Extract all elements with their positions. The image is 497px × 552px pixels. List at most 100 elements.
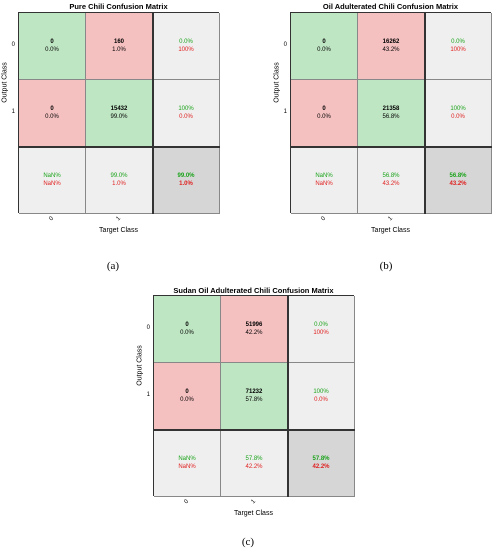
cell-count: 160 bbox=[113, 39, 124, 45]
row-summary-cell: 0.0% 100% bbox=[425, 13, 492, 80]
y-axis-label: Output Class bbox=[273, 62, 281, 103]
x-tick-label: 0 bbox=[182, 498, 190, 506]
confusion-matrix-panel: Sudan Oil Adulterated Chili Confusion Ma… bbox=[135, 286, 364, 552]
overall-error-percent: 43.2% bbox=[449, 181, 467, 187]
summary-separator-vertical bbox=[287, 296, 289, 497]
x-axis-label: Target Class bbox=[234, 510, 273, 517]
row-error-percent: 100% bbox=[313, 330, 329, 336]
y-tick-label: 1 bbox=[283, 108, 287, 115]
y-tick-label: 0 bbox=[11, 41, 15, 48]
cell-count: 0 bbox=[322, 106, 326, 112]
col-error-percent: 43.2% bbox=[382, 181, 400, 187]
cell-percent: 0.0% bbox=[180, 330, 194, 336]
cell-percent: 99.0% bbox=[110, 114, 128, 120]
y-axis-label: Output Class bbox=[136, 345, 144, 386]
col-summary-cell: NaN% NaN% bbox=[19, 147, 86, 214]
y-tick-label: 0 bbox=[146, 324, 150, 331]
x-tick-label: 1 bbox=[386, 215, 394, 223]
confusion-matrix-panel: Pure Chili Confusion Matrix 0 0.0% 160 1.0% 0… bbox=[0, 2, 229, 276]
cell-count: 71232 bbox=[245, 389, 263, 395]
chart-title: Pure Chili Confusion Matrix bbox=[69, 2, 168, 11]
row-error-percent: 0.0% bbox=[451, 114, 465, 120]
cell-percent: 1.0% bbox=[112, 47, 126, 53]
col-error-percent: 42.2% bbox=[245, 464, 263, 470]
cell-percent: 42.2% bbox=[245, 330, 263, 336]
confusion-grid: 0 0.0% 51996 42.2% 0 0.0% 71232 57.8% 0.0% 100% 10… bbox=[153, 295, 355, 497]
overall-correct-percent: 99.0% bbox=[177, 173, 195, 179]
x-tick-label: 1 bbox=[249, 498, 257, 506]
summary-separator-horizontal bbox=[154, 429, 355, 431]
overall-accuracy-cell: 57.8% 42.2% bbox=[288, 430, 355, 497]
col-error-percent: NaN% bbox=[43, 181, 61, 187]
col-correct-percent: NaN% bbox=[178, 456, 196, 462]
col-error-percent: 1.0% bbox=[112, 181, 126, 187]
overall-accuracy-cell: 56.8% 43.2% bbox=[425, 147, 492, 214]
row-error-percent: 100% bbox=[450, 47, 466, 53]
y-tick-label: 1 bbox=[11, 108, 15, 115]
col-summary-cell: 56.8% 43.2% bbox=[358, 147, 425, 214]
matrix-cell: 0 0.0% bbox=[291, 13, 358, 80]
overall-error-percent: 1.0% bbox=[179, 181, 193, 187]
matrix-cell: 15432 99.0% bbox=[86, 80, 153, 147]
confusion-matrix-panel: Oil Adulterated Chili Confusion Matrix 0 0… bbox=[270, 2, 497, 276]
overall-correct-percent: 57.8% bbox=[312, 456, 330, 462]
col-correct-percent: 99.0% bbox=[110, 173, 128, 179]
summary-separator-vertical bbox=[424, 13, 426, 214]
row-summary-cell: 100% 0.0% bbox=[425, 80, 492, 147]
overall-accuracy-cell: 99.0% 1.0% bbox=[153, 147, 220, 214]
cell-percent: 0.0% bbox=[180, 397, 194, 403]
col-summary-cell: 99.0% 1.0% bbox=[86, 147, 153, 214]
y-tick-label: 0 bbox=[283, 41, 287, 48]
col-summary-cell: NaN% NaN% bbox=[154, 430, 221, 497]
matrix-cell: 0 0.0% bbox=[19, 80, 86, 147]
cell-count: 0 bbox=[185, 389, 189, 395]
row-correct-percent: 100% bbox=[450, 106, 466, 112]
matrix-cell: 0 0.0% bbox=[19, 13, 86, 80]
row-correct-percent: 100% bbox=[178, 106, 194, 112]
x-axis-label: Target Class bbox=[371, 227, 410, 234]
x-tick-label: 0 bbox=[47, 215, 55, 223]
cell-count: 21358 bbox=[382, 106, 400, 112]
col-correct-percent: NaN% bbox=[43, 173, 61, 179]
matrix-cell: 21358 56.8% bbox=[358, 80, 425, 147]
col-error-percent: NaN% bbox=[315, 181, 333, 187]
matrix-cell: 160 1.0% bbox=[86, 13, 153, 80]
cell-percent: 0.0% bbox=[317, 47, 331, 53]
summary-separator-horizontal bbox=[291, 146, 492, 148]
summary-separator-vertical bbox=[152, 13, 154, 214]
matrix-cell: 0 0.0% bbox=[291, 80, 358, 147]
subfigure-caption: (b) bbox=[379, 260, 393, 272]
row-error-percent: 0.0% bbox=[314, 397, 328, 403]
col-correct-percent: 57.8% bbox=[245, 456, 263, 462]
confusion-grid: 0 0.0% 16262 43.2% 0 0.0% 21358 56.8% 0.0% 100% 10… bbox=[290, 12, 492, 214]
cell-count: 0 bbox=[50, 106, 54, 112]
row-summary-cell: 100% 0.0% bbox=[153, 80, 220, 147]
matrix-cell: 0 0.0% bbox=[154, 296, 221, 363]
y-tick-label: 1 bbox=[146, 391, 150, 398]
overall-error-percent: 42.2% bbox=[312, 464, 330, 470]
overall-correct-percent: 56.8% bbox=[449, 173, 467, 179]
confusion-grid: 0 0.0% 160 1.0% 0 0.0% 15432 99.0% 0.0% 100% 100% 0… bbox=[18, 12, 220, 214]
row-summary-cell: 0.0% 100% bbox=[153, 13, 220, 80]
col-correct-percent: 56.8% bbox=[382, 173, 400, 179]
cell-percent: 0.0% bbox=[45, 114, 59, 120]
cell-count: 15432 bbox=[110, 106, 128, 112]
col-correct-percent: NaN% bbox=[315, 173, 333, 179]
subfigure-caption: (a) bbox=[106, 260, 120, 272]
cell-count: 0 bbox=[50, 39, 54, 45]
cell-percent: 57.8% bbox=[245, 397, 263, 403]
cell-percent: 0.0% bbox=[317, 114, 331, 120]
chart-title: Oil Adulterated Chili Confusion Matrix bbox=[322, 2, 459, 11]
summary-separator-horizontal bbox=[19, 146, 220, 148]
x-tick-label: 0 bbox=[319, 215, 327, 223]
row-error-percent: 0.0% bbox=[179, 114, 193, 120]
cell-count: 0 bbox=[322, 39, 326, 45]
x-axis-label: Target Class bbox=[99, 227, 138, 234]
cell-percent: 43.2% bbox=[382, 47, 400, 53]
row-correct-percent: 0.0% bbox=[451, 39, 465, 45]
x-tick-label: 1 bbox=[114, 215, 122, 223]
cell-percent: 0.0% bbox=[45, 47, 59, 53]
cell-count: 0 bbox=[185, 322, 189, 328]
cell-count: 51996 bbox=[245, 322, 263, 328]
row-summary-cell: 0.0% 100% bbox=[288, 296, 355, 363]
